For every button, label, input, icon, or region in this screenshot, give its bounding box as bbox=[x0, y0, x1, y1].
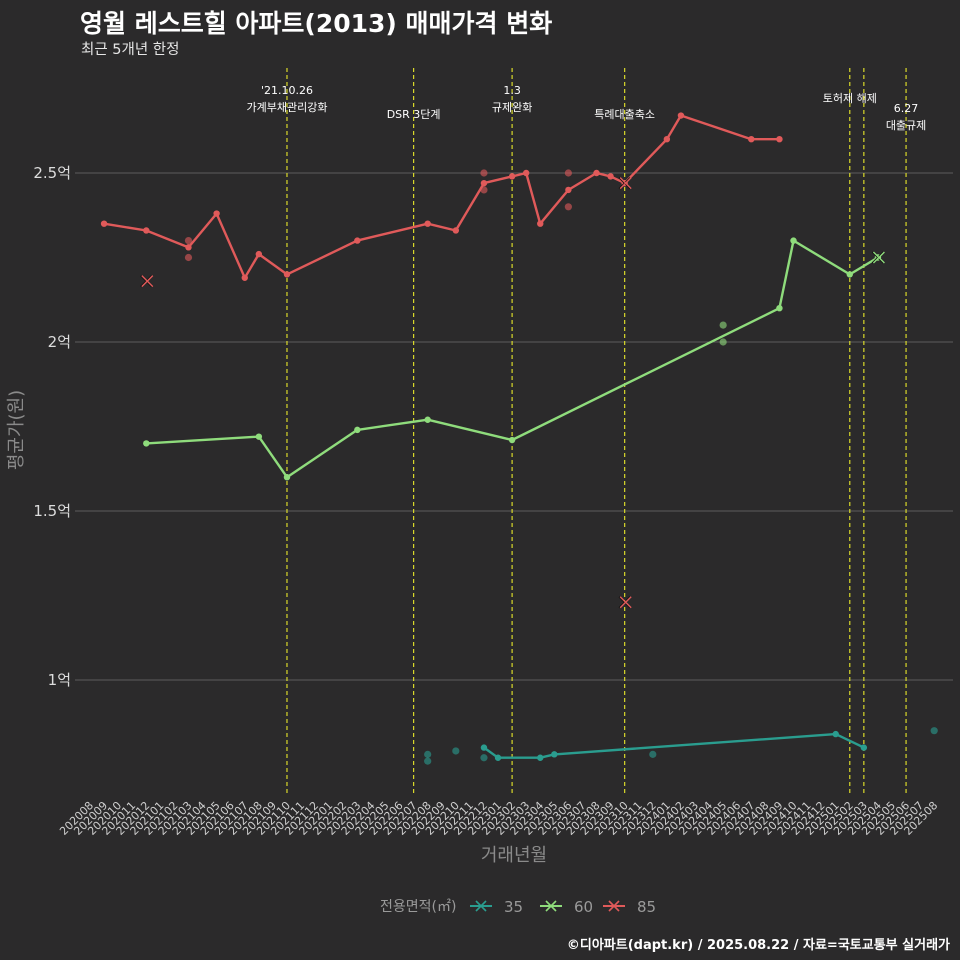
line-point bbox=[776, 136, 783, 143]
policy-annotation-label: 특례대출축소 bbox=[594, 108, 655, 121]
line-point bbox=[424, 416, 431, 423]
line-point bbox=[790, 237, 797, 244]
line-point bbox=[213, 210, 220, 217]
line-point bbox=[480, 179, 488, 187]
cancelled-marker bbox=[618, 596, 632, 609]
legend-label-35: 35 bbox=[504, 898, 523, 916]
policy-annotation-label: DSR 3단계 bbox=[387, 108, 441, 121]
data-point bbox=[719, 321, 727, 329]
x-axis-ticks: 2020082020092020102020112020122021012021… bbox=[57, 799, 940, 838]
policy-annotation-label: 1.3 bbox=[503, 84, 521, 97]
legend-key-cross bbox=[545, 900, 557, 912]
y-axis-ticks: 1억 1.5억 2억 2.5억 bbox=[33, 164, 71, 689]
policy-annotation-label: 대출규제 bbox=[886, 119, 926, 132]
legend: 전용면적(㎡) 35 60 85 bbox=[380, 898, 656, 916]
data-point bbox=[424, 750, 432, 758]
line-point bbox=[354, 426, 361, 434]
legend-label-60: 60 bbox=[574, 898, 593, 916]
line-point bbox=[143, 227, 150, 234]
line-point bbox=[593, 169, 600, 177]
line-point bbox=[508, 436, 516, 444]
data-point bbox=[452, 747, 460, 755]
cancelled-stroke bbox=[619, 596, 632, 609]
line-point bbox=[537, 220, 544, 227]
data-point bbox=[649, 750, 657, 758]
cancelled-stroke bbox=[871, 251, 884, 264]
line-point bbox=[860, 744, 868, 751]
cancelled-marker bbox=[618, 177, 632, 190]
line-point bbox=[551, 751, 558, 758]
series-line bbox=[146, 239, 879, 479]
line-point bbox=[607, 173, 614, 180]
legend-key-cross bbox=[475, 900, 487, 912]
line-point bbox=[100, 220, 108, 227]
cancelled-stroke bbox=[618, 177, 631, 190]
legend-title: 전용면적(㎡) bbox=[380, 899, 456, 915]
y-tick-label: 2억 bbox=[48, 333, 71, 351]
line-point bbox=[255, 250, 263, 258]
data-point bbox=[930, 727, 938, 735]
x-axis-title: 거래년월 bbox=[481, 845, 547, 866]
line-point bbox=[494, 754, 502, 761]
cancelled-marker bbox=[140, 275, 154, 288]
series-60 bbox=[143, 237, 885, 481]
data-point bbox=[184, 237, 193, 245]
chart-title: 영월 레스트힐 아파트(2013) 매매가격 변화 bbox=[80, 9, 553, 38]
line-point bbox=[241, 274, 248, 281]
series-35 bbox=[424, 727, 938, 765]
line-point bbox=[255, 433, 263, 440]
y-tick-label: 1억 bbox=[48, 671, 71, 689]
grid-lines bbox=[75, 172, 953, 681]
line-point bbox=[424, 220, 431, 227]
line-point bbox=[776, 305, 783, 312]
chart-subtitle: 최근 5개년 한정 bbox=[81, 42, 180, 58]
line-point bbox=[185, 244, 192, 251]
line-point bbox=[354, 237, 361, 244]
legend-key-cross bbox=[608, 900, 620, 912]
y-axis-title: 평균가(원) bbox=[6, 390, 27, 470]
cancelled-stroke bbox=[872, 251, 885, 264]
line-point bbox=[283, 271, 291, 278]
line-point bbox=[452, 227, 460, 234]
series-line bbox=[483, 732, 865, 759]
cancelled-marker bbox=[871, 251, 885, 264]
legend-label-85: 85 bbox=[637, 898, 656, 916]
y-tick-label: 1.5억 bbox=[33, 502, 71, 520]
data-point bbox=[564, 169, 572, 177]
line-point bbox=[663, 136, 671, 143]
cancelled-stroke bbox=[141, 275, 154, 288]
y-tick-label: 2.5억 bbox=[33, 164, 71, 182]
data-point bbox=[424, 757, 432, 765]
cancelled-stroke bbox=[140, 275, 153, 288]
line-point bbox=[677, 112, 685, 119]
data-point bbox=[184, 253, 193, 262]
data-point bbox=[564, 203, 572, 211]
series-layer bbox=[100, 112, 938, 765]
line-point bbox=[748, 136, 755, 143]
line-point bbox=[508, 173, 516, 180]
cancelled-stroke bbox=[618, 596, 631, 609]
line-point bbox=[143, 440, 150, 447]
line-point bbox=[522, 169, 530, 177]
data-point bbox=[719, 338, 727, 346]
data-point bbox=[480, 169, 488, 177]
line-point bbox=[537, 754, 544, 761]
policy-annotation-label: 6.27 bbox=[894, 102, 919, 115]
line-point bbox=[832, 730, 839, 738]
cancelled-stroke bbox=[619, 177, 632, 190]
line-point bbox=[283, 474, 291, 481]
data-point bbox=[480, 754, 488, 762]
series-85 bbox=[100, 112, 783, 609]
source-caption: ©디아파트(dapt.kr) / 2025.08.22 / 자료=국토교통부 실… bbox=[566, 938, 950, 953]
policy-annotation-label: 토허제 해제 bbox=[823, 91, 877, 105]
series-line bbox=[103, 114, 780, 279]
policy-annotation-label: 규제완화 bbox=[492, 101, 532, 114]
line-point bbox=[565, 186, 572, 194]
line-point bbox=[846, 271, 853, 278]
policy-annotation-label: '21.10.26 bbox=[261, 84, 313, 97]
line-point bbox=[480, 744, 488, 751]
policy-annotation-label: 가계부채관리강화 bbox=[246, 101, 327, 114]
